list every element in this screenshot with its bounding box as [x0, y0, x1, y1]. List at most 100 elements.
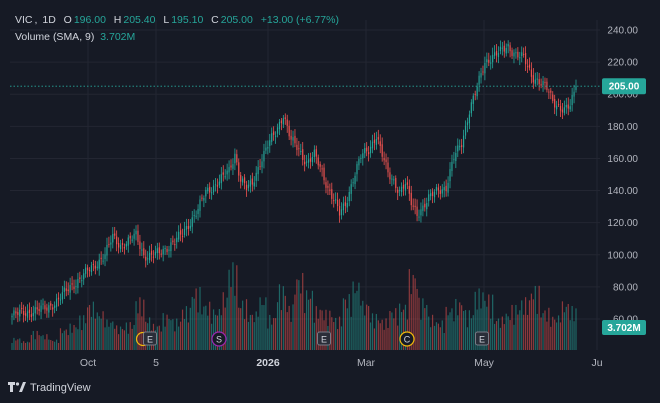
- volume-bar: [110, 322, 112, 350]
- candle-body: [92, 264, 95, 266]
- event-marker-letter: E: [321, 335, 327, 345]
- volume-bar: [69, 323, 71, 350]
- candle-body: [286, 119, 288, 126]
- volume-bar: [274, 318, 277, 350]
- candle-body: [552, 94, 554, 101]
- volume-bar: [420, 319, 422, 350]
- volume-bar: [377, 320, 379, 350]
- time-tick-label: Ju: [591, 357, 602, 369]
- volume-bar: [519, 310, 521, 350]
- earnings-event-marker[interactable]: [317, 331, 331, 346]
- volume-bar: [431, 314, 434, 350]
- price-tick-label: 80.00: [613, 282, 638, 293]
- volume-bar: [342, 298, 345, 350]
- price-axis[interactable]: 240.00 220.00 200.00 180.00 160.00 140.00 120.…: [602, 26, 646, 336]
- candle-body: [358, 159, 360, 166]
- volume-bar: [52, 340, 54, 350]
- volume-bar: [236, 265, 238, 350]
- candle-body: [216, 185, 219, 187]
- volume-bar: [511, 304, 513, 350]
- candle-body: [511, 50, 513, 56]
- volume-bar: [42, 335, 44, 350]
- candle-body: [575, 86, 577, 90]
- candle-body: [507, 43, 509, 47]
- candle-body: [52, 307, 54, 310]
- volume-bar: [32, 330, 34, 350]
- candle-body: [391, 178, 393, 180]
- candle-body: [86, 267, 89, 271]
- volume-bar: [400, 312, 403, 350]
- volume-indicator-label[interactable]: Volume (SMA, 9): [15, 31, 95, 43]
- tradingview-logo[interactable]: TradingView: [8, 381, 91, 395]
- candle-body: [519, 57, 521, 59]
- time-tick-label: May: [474, 357, 495, 369]
- candle-body: [338, 206, 341, 216]
- candle-body: [117, 242, 120, 248]
- symbol-name[interactable]: VIC: [15, 14, 33, 26]
- candle-body: [335, 199, 337, 201]
- candlesticks[interactable]: [10, 40, 600, 325]
- candle-body: [54, 305, 56, 308]
- earnings-event-marker[interactable]: [143, 331, 157, 346]
- candle-body: [65, 288, 67, 291]
- volume-bar: [525, 297, 527, 350]
- volume-bar: [243, 319, 246, 350]
- volume-bar: [238, 307, 240, 350]
- candle-body: [309, 158, 312, 162]
- candle-body: [561, 109, 564, 113]
- volume-bar: [360, 305, 362, 350]
- volume-bar: [102, 311, 104, 350]
- volume-bar: [40, 336, 42, 350]
- volume-bar: [540, 317, 542, 350]
- candle-body: [573, 91, 575, 97]
- candle-body: [236, 154, 238, 163]
- candle-body: [280, 120, 283, 124]
- candle-body: [300, 151, 302, 153]
- close-label: C: [211, 14, 219, 26]
- candle-body: [523, 53, 525, 55]
- event-marker-c[interactable]: [399, 331, 415, 347]
- volume-bar: [373, 328, 376, 350]
- volume-bar: [313, 322, 315, 350]
- candle-body: [404, 183, 407, 191]
- volume-bar: [191, 296, 193, 350]
- candle-body: [319, 164, 321, 167]
- volume-bar: [554, 319, 556, 350]
- time-axis[interactable]: Oct 5 2026 Mar May Ju: [80, 357, 603, 369]
- candle-body: [38, 308, 40, 312]
- candle-body: [525, 53, 527, 65]
- candle-body: [212, 185, 215, 193]
- volume-bar: [108, 326, 110, 350]
- candle-body: [433, 191, 436, 198]
- candle-body: [484, 62, 486, 74]
- candle-body: [559, 105, 562, 111]
- candle-body: [40, 305, 42, 312]
- candle-body: [333, 200, 335, 202]
- volume-bar: [340, 326, 343, 350]
- candle-body: [106, 244, 108, 256]
- candle-body: [96, 266, 98, 268]
- volume-bar: [546, 321, 548, 350]
- interval-label[interactable]: 1D: [42, 14, 56, 26]
- volume-bar: [470, 318, 472, 350]
- volume-bar: [333, 322, 335, 350]
- candle-body: [160, 253, 162, 255]
- volume-bar: [294, 294, 296, 350]
- volume-bar: [484, 300, 486, 350]
- volume-bar: [352, 281, 354, 350]
- candle-body: [369, 146, 372, 153]
- volume-bar: [218, 309, 220, 350]
- volume-bar: [230, 287, 232, 350]
- volume-bar: [503, 324, 505, 350]
- earnings-event-marker[interactable]: [475, 331, 489, 346]
- candle-body: [189, 225, 191, 229]
- volume-bar: [94, 318, 96, 350]
- candle-body: [166, 248, 168, 253]
- split-event-marker[interactable]: [211, 331, 227, 347]
- price-tick-label: 180.00: [607, 122, 638, 133]
- volume-bar: [117, 334, 120, 350]
- candle-body: [222, 172, 224, 175]
- candle-body: [46, 307, 48, 311]
